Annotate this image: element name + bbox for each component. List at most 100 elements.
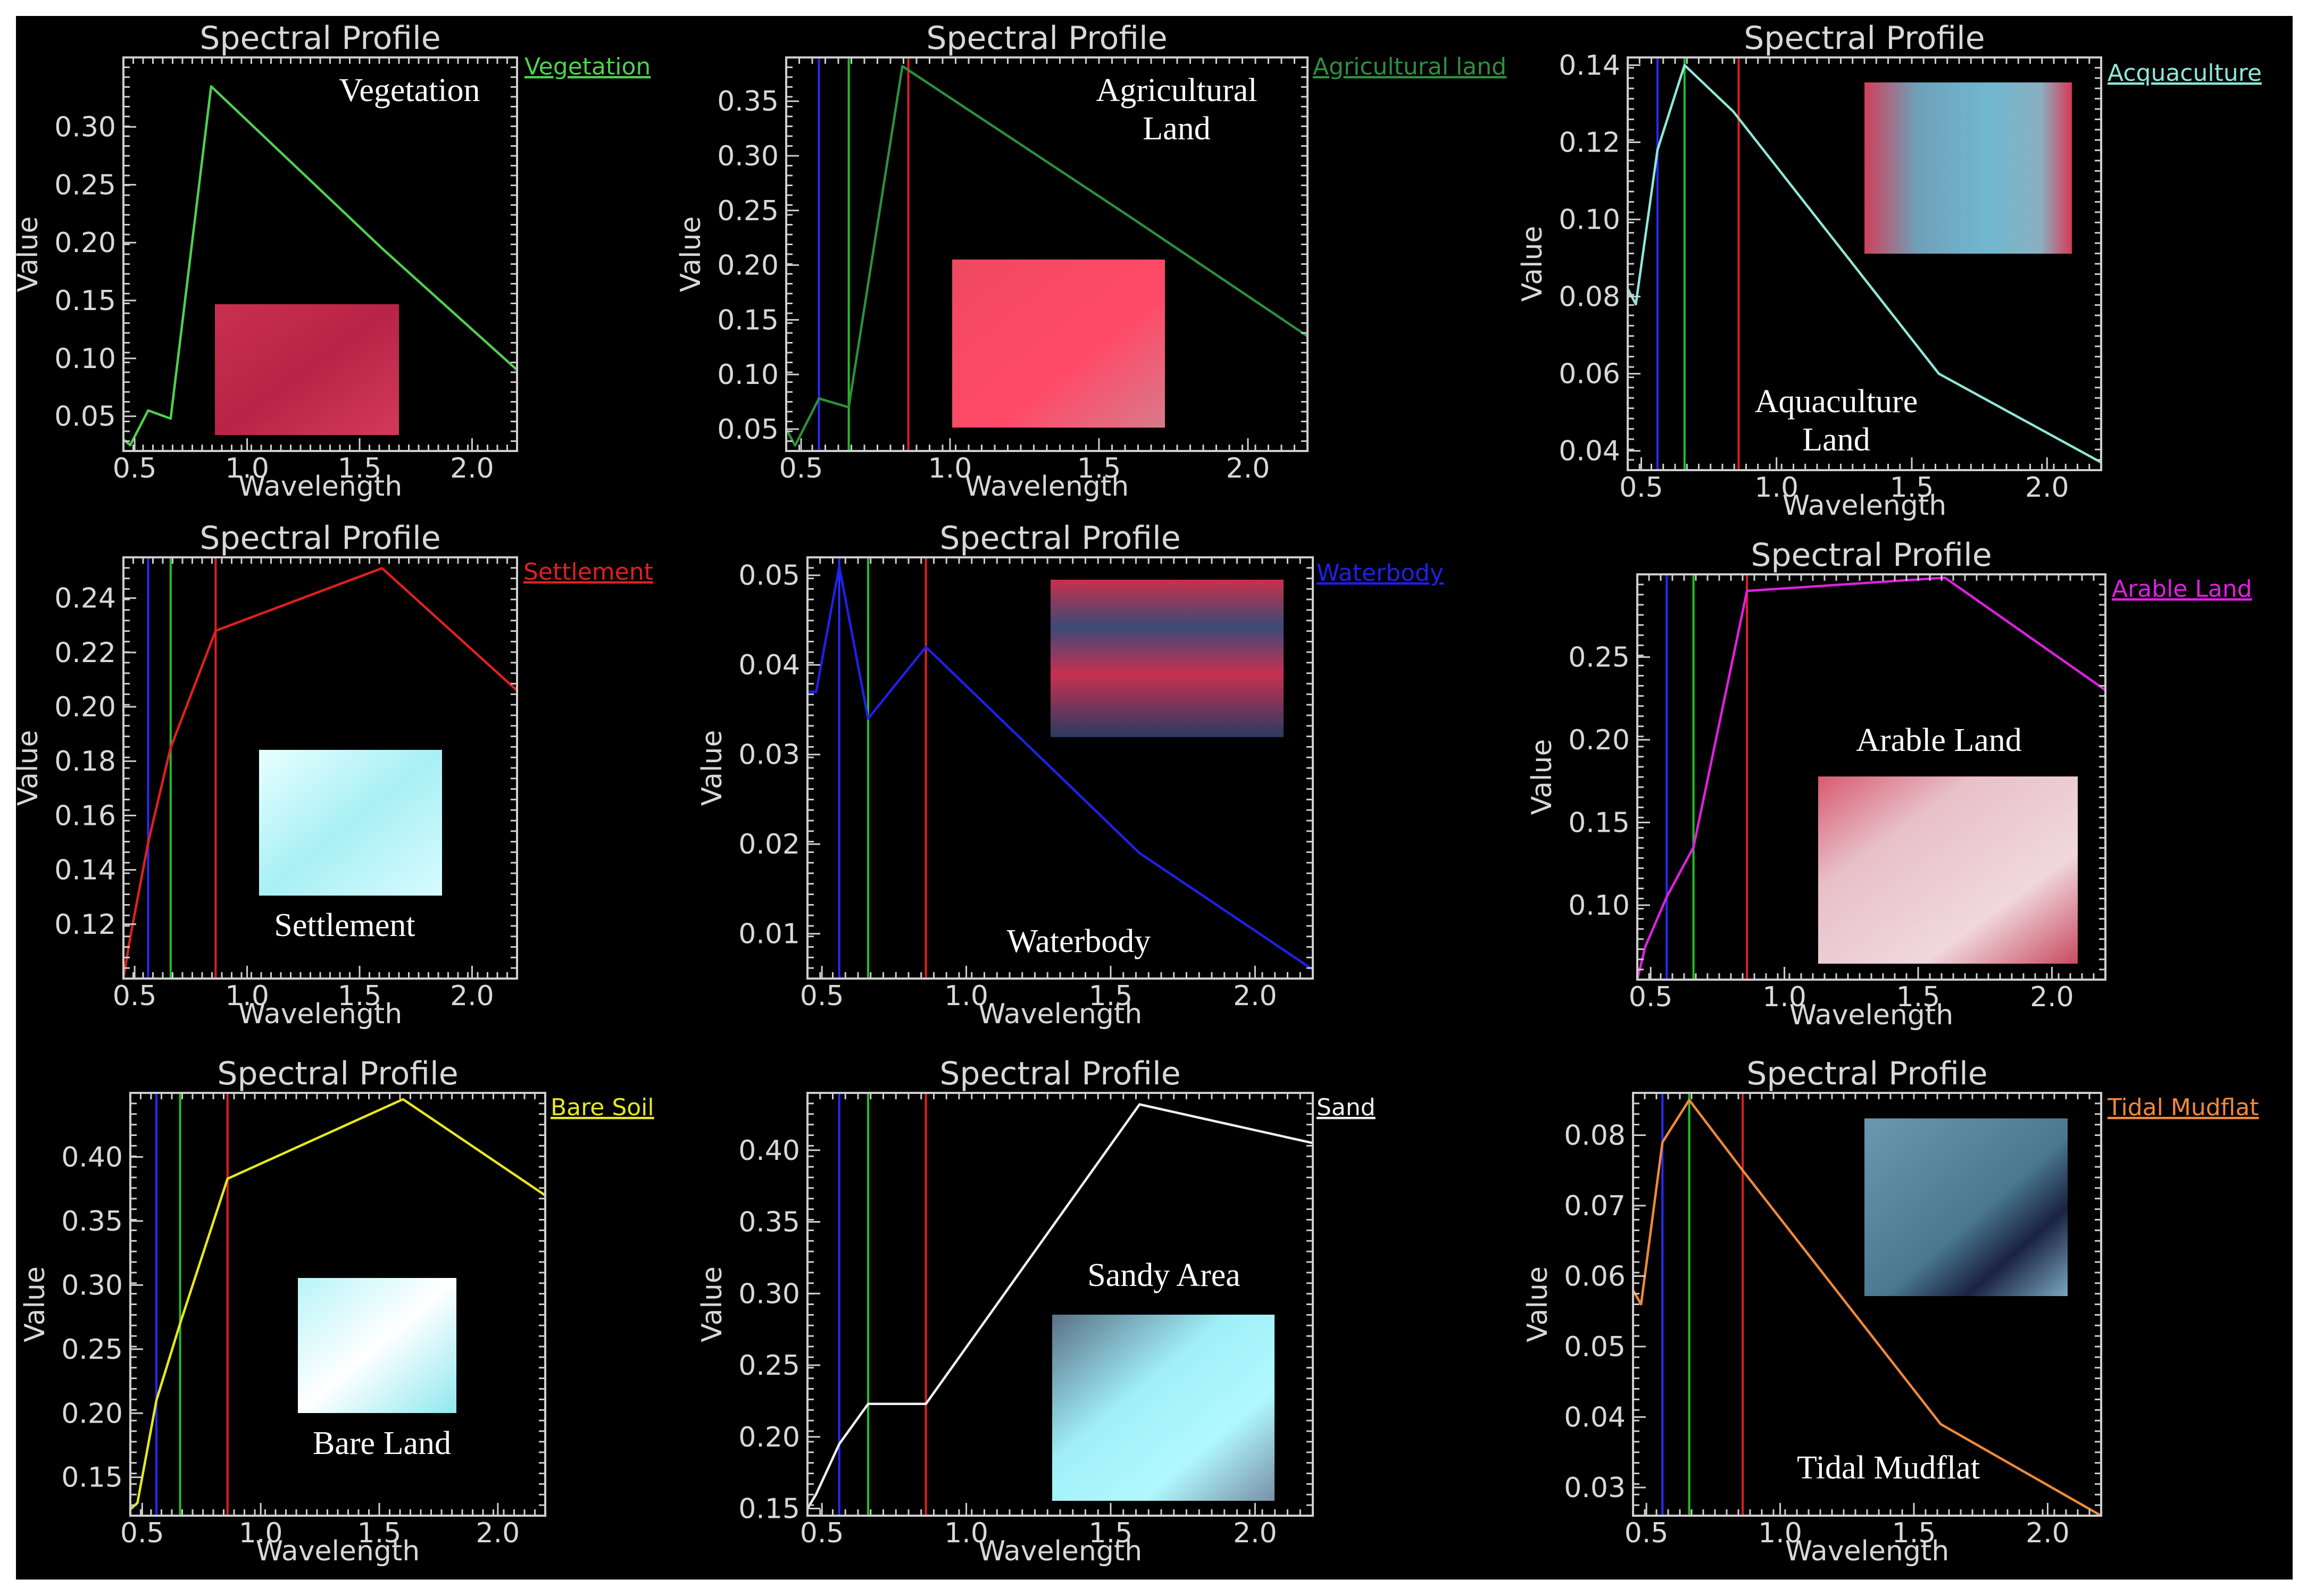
pink-agricultural-patch bbox=[952, 260, 1165, 428]
y-axis-label: Value bbox=[1522, 1266, 1554, 1342]
chart-title: Spectral Profile bbox=[1746, 1055, 1987, 1092]
y-axis-label: Value bbox=[12, 730, 44, 806]
x-tick-label: 1.0 bbox=[225, 453, 269, 484]
y-tick-label: 0.20 bbox=[717, 250, 779, 282]
y-tick-label: 0.25 bbox=[61, 1334, 123, 1366]
aquaculture-patch bbox=[1864, 82, 2072, 254]
series-line bbox=[807, 565, 1314, 971]
y-tick-label: 0.40 bbox=[61, 1141, 123, 1173]
y-tick-label: 0.06 bbox=[1564, 1261, 1626, 1293]
chart-title: Spectral Profile bbox=[217, 1055, 458, 1092]
series-line bbox=[129, 1098, 546, 1510]
y-tick-label: 0.40 bbox=[738, 1135, 800, 1167]
x-tick-label: 2.0 bbox=[2026, 1517, 2070, 1549]
series-line bbox=[1632, 1099, 2102, 1517]
y-tick-label: 0.10 bbox=[717, 359, 779, 391]
x-tick-label: 0.5 bbox=[113, 980, 157, 1012]
land-cover-annotation: Vegetation bbox=[339, 72, 480, 108]
series-line bbox=[1636, 576, 2106, 980]
y-tick-label: 0.14 bbox=[1559, 50, 1620, 82]
land-cover-annotation: Waterbody bbox=[1007, 923, 1151, 959]
y-tick-label: 0.30 bbox=[61, 1269, 123, 1301]
y-axis-label: Value bbox=[12, 216, 44, 293]
x-axis-label: Wavelength bbox=[1789, 999, 1953, 1031]
y-tick-label: 0.25 bbox=[717, 195, 779, 227]
x-axis-label: Wavelength bbox=[238, 998, 402, 1030]
y-tick-label: 0.04 bbox=[738, 649, 800, 681]
x-tick-label: 1.0 bbox=[944, 1517, 988, 1549]
x-tick-label: 2.0 bbox=[476, 1517, 520, 1549]
y-tick-label: 0.35 bbox=[717, 86, 779, 118]
y-tick-label: 0.10 bbox=[54, 343, 116, 375]
x-tick-label: 1.5 bbox=[1890, 472, 1934, 504]
y-tick-label: 0.15 bbox=[738, 1493, 800, 1525]
legend-entry: Sand bbox=[1317, 1094, 1376, 1121]
y-tick-label: 0.30 bbox=[738, 1278, 800, 1310]
waterbody-patch bbox=[1051, 580, 1284, 737]
spectral-profile-chart: 0.5 1.0 1.5 2.0 0.05 0.10 0.15 0.20 0.25 0.30 Spec… bbox=[12, 20, 651, 503]
y-tick-label: 0.12 bbox=[54, 909, 116, 941]
y-tick-label: 0.03 bbox=[1564, 1472, 1626, 1504]
y-tick-label: 0.05 bbox=[54, 401, 116, 433]
y-tick-label: 0.10 bbox=[1568, 890, 1630, 922]
land-cover-annotation: Sandy Area bbox=[1087, 1257, 1240, 1293]
x-tick-label: 1.5 bbox=[1089, 1517, 1133, 1549]
spectral-profile-chart: 0.5 1.0 1.5 2.0 0.12 0.14 0.16 0.18 0.20 0.22 0.24… bbox=[12, 520, 653, 1030]
y-tick-label: 0.20 bbox=[54, 227, 116, 259]
series-line bbox=[785, 65, 1309, 447]
x-tick-label: 1.0 bbox=[944, 980, 988, 1012]
y-tick-label: 0.08 bbox=[1559, 281, 1620, 313]
spectral-profile-chart: 0.5 1.0 1.5 2.0 0.10 0.15 0.20 0.25 Spectral Pro… bbox=[1526, 537, 2252, 1031]
land-cover-annotation: Bare Land bbox=[313, 1425, 451, 1461]
y-tick-label: 0.05 bbox=[1564, 1331, 1626, 1363]
y-tick-label: 0.02 bbox=[738, 829, 800, 860]
y-tick-label: 0.05 bbox=[717, 414, 779, 446]
x-tick-label: 1.5 bbox=[338, 980, 382, 1012]
bare-land-patch bbox=[298, 1278, 456, 1413]
y-tick-label: 0.10 bbox=[1559, 204, 1620, 236]
y-axis-label: Value bbox=[1517, 226, 1548, 302]
x-tick-label: 1.0 bbox=[225, 980, 269, 1012]
x-tick-label: 2.0 bbox=[1226, 453, 1270, 484]
tidal-mudflat-patch bbox=[1864, 1118, 2068, 1296]
x-tick-label: 2.0 bbox=[2030, 981, 2074, 1013]
y-tick-label: 0.15 bbox=[1568, 807, 1630, 839]
x-tick-label: 1.5 bbox=[1892, 1517, 1936, 1549]
x-tick-label: 0.5 bbox=[113, 453, 157, 484]
spectral-profile-chart: 0.5 1.0 1.5 2.0 0.03 0.04 0.05 0.06 0.07 0.08 Spec… bbox=[1522, 1055, 2259, 1567]
y-tick-label: 0.20 bbox=[54, 691, 116, 723]
legend-entry: Waterbody bbox=[1317, 559, 1444, 587]
y-tick-label: 0.15 bbox=[54, 285, 116, 317]
x-tick-label: 2.0 bbox=[450, 980, 494, 1012]
land-cover-annotation: Settlement bbox=[274, 907, 415, 943]
x-axis-label: Wavelength bbox=[965, 471, 1129, 503]
x-axis-label: Wavelength bbox=[1783, 490, 1946, 522]
x-axis-label: Wavelength bbox=[238, 471, 402, 503]
y-tick-label: 0.18 bbox=[54, 746, 116, 778]
y-tick-label: 0.25 bbox=[738, 1350, 800, 1382]
y-axis-label: Value bbox=[696, 1266, 728, 1342]
y-tick-label: 0.25 bbox=[1568, 642, 1630, 674]
y-tick-label: 0.12 bbox=[1559, 127, 1620, 159]
y-tick-label: 0.15 bbox=[61, 1462, 123, 1494]
y-tick-label: 0.03 bbox=[738, 739, 800, 771]
chart-title: Spectral Profile bbox=[939, 520, 1180, 557]
legend-entry: Settlement bbox=[523, 558, 653, 586]
y-tick-label: 0.14 bbox=[54, 855, 116, 887]
x-tick-label: 0.5 bbox=[1619, 472, 1663, 504]
legend-entry: Acquaculture bbox=[2108, 60, 2262, 87]
spectral-profile-chart: 0.5 1.0 1.5 2.0 0.15 0.20 0.25 0.30 0.35 0.40 Spec… bbox=[19, 1055, 654, 1567]
x-tick-label: 1.5 bbox=[1089, 980, 1133, 1012]
land-cover-annotation: Tidal Mudflat bbox=[1797, 1450, 1980, 1486]
spectral-profile-chart: 0.5 1.0 1.5 2.0 0.04 0.06 0.08 0.10 0.12 0.14 Spec… bbox=[1517, 20, 2262, 522]
x-tick-label: 0.5 bbox=[1625, 1517, 1669, 1549]
x-axis-label: Wavelength bbox=[1785, 1535, 1949, 1567]
legend-entry: Vegetation bbox=[524, 53, 651, 80]
x-tick-label: 0.5 bbox=[800, 1517, 844, 1549]
land-cover-annotation: Aquaculture bbox=[1755, 383, 1918, 420]
spectral-profile-chart: 0.5 1.0 1.5 2.0 0.15 0.20 0.25 0.30 0.35 0.40 Spec… bbox=[696, 1055, 1376, 1567]
land-cover-annotation: Land bbox=[1143, 111, 1210, 147]
settlement-patch bbox=[259, 750, 442, 896]
legend-entry: Tidal Mudflat bbox=[2107, 1094, 2259, 1121]
x-tick-label: 1.5 bbox=[357, 1517, 402, 1549]
